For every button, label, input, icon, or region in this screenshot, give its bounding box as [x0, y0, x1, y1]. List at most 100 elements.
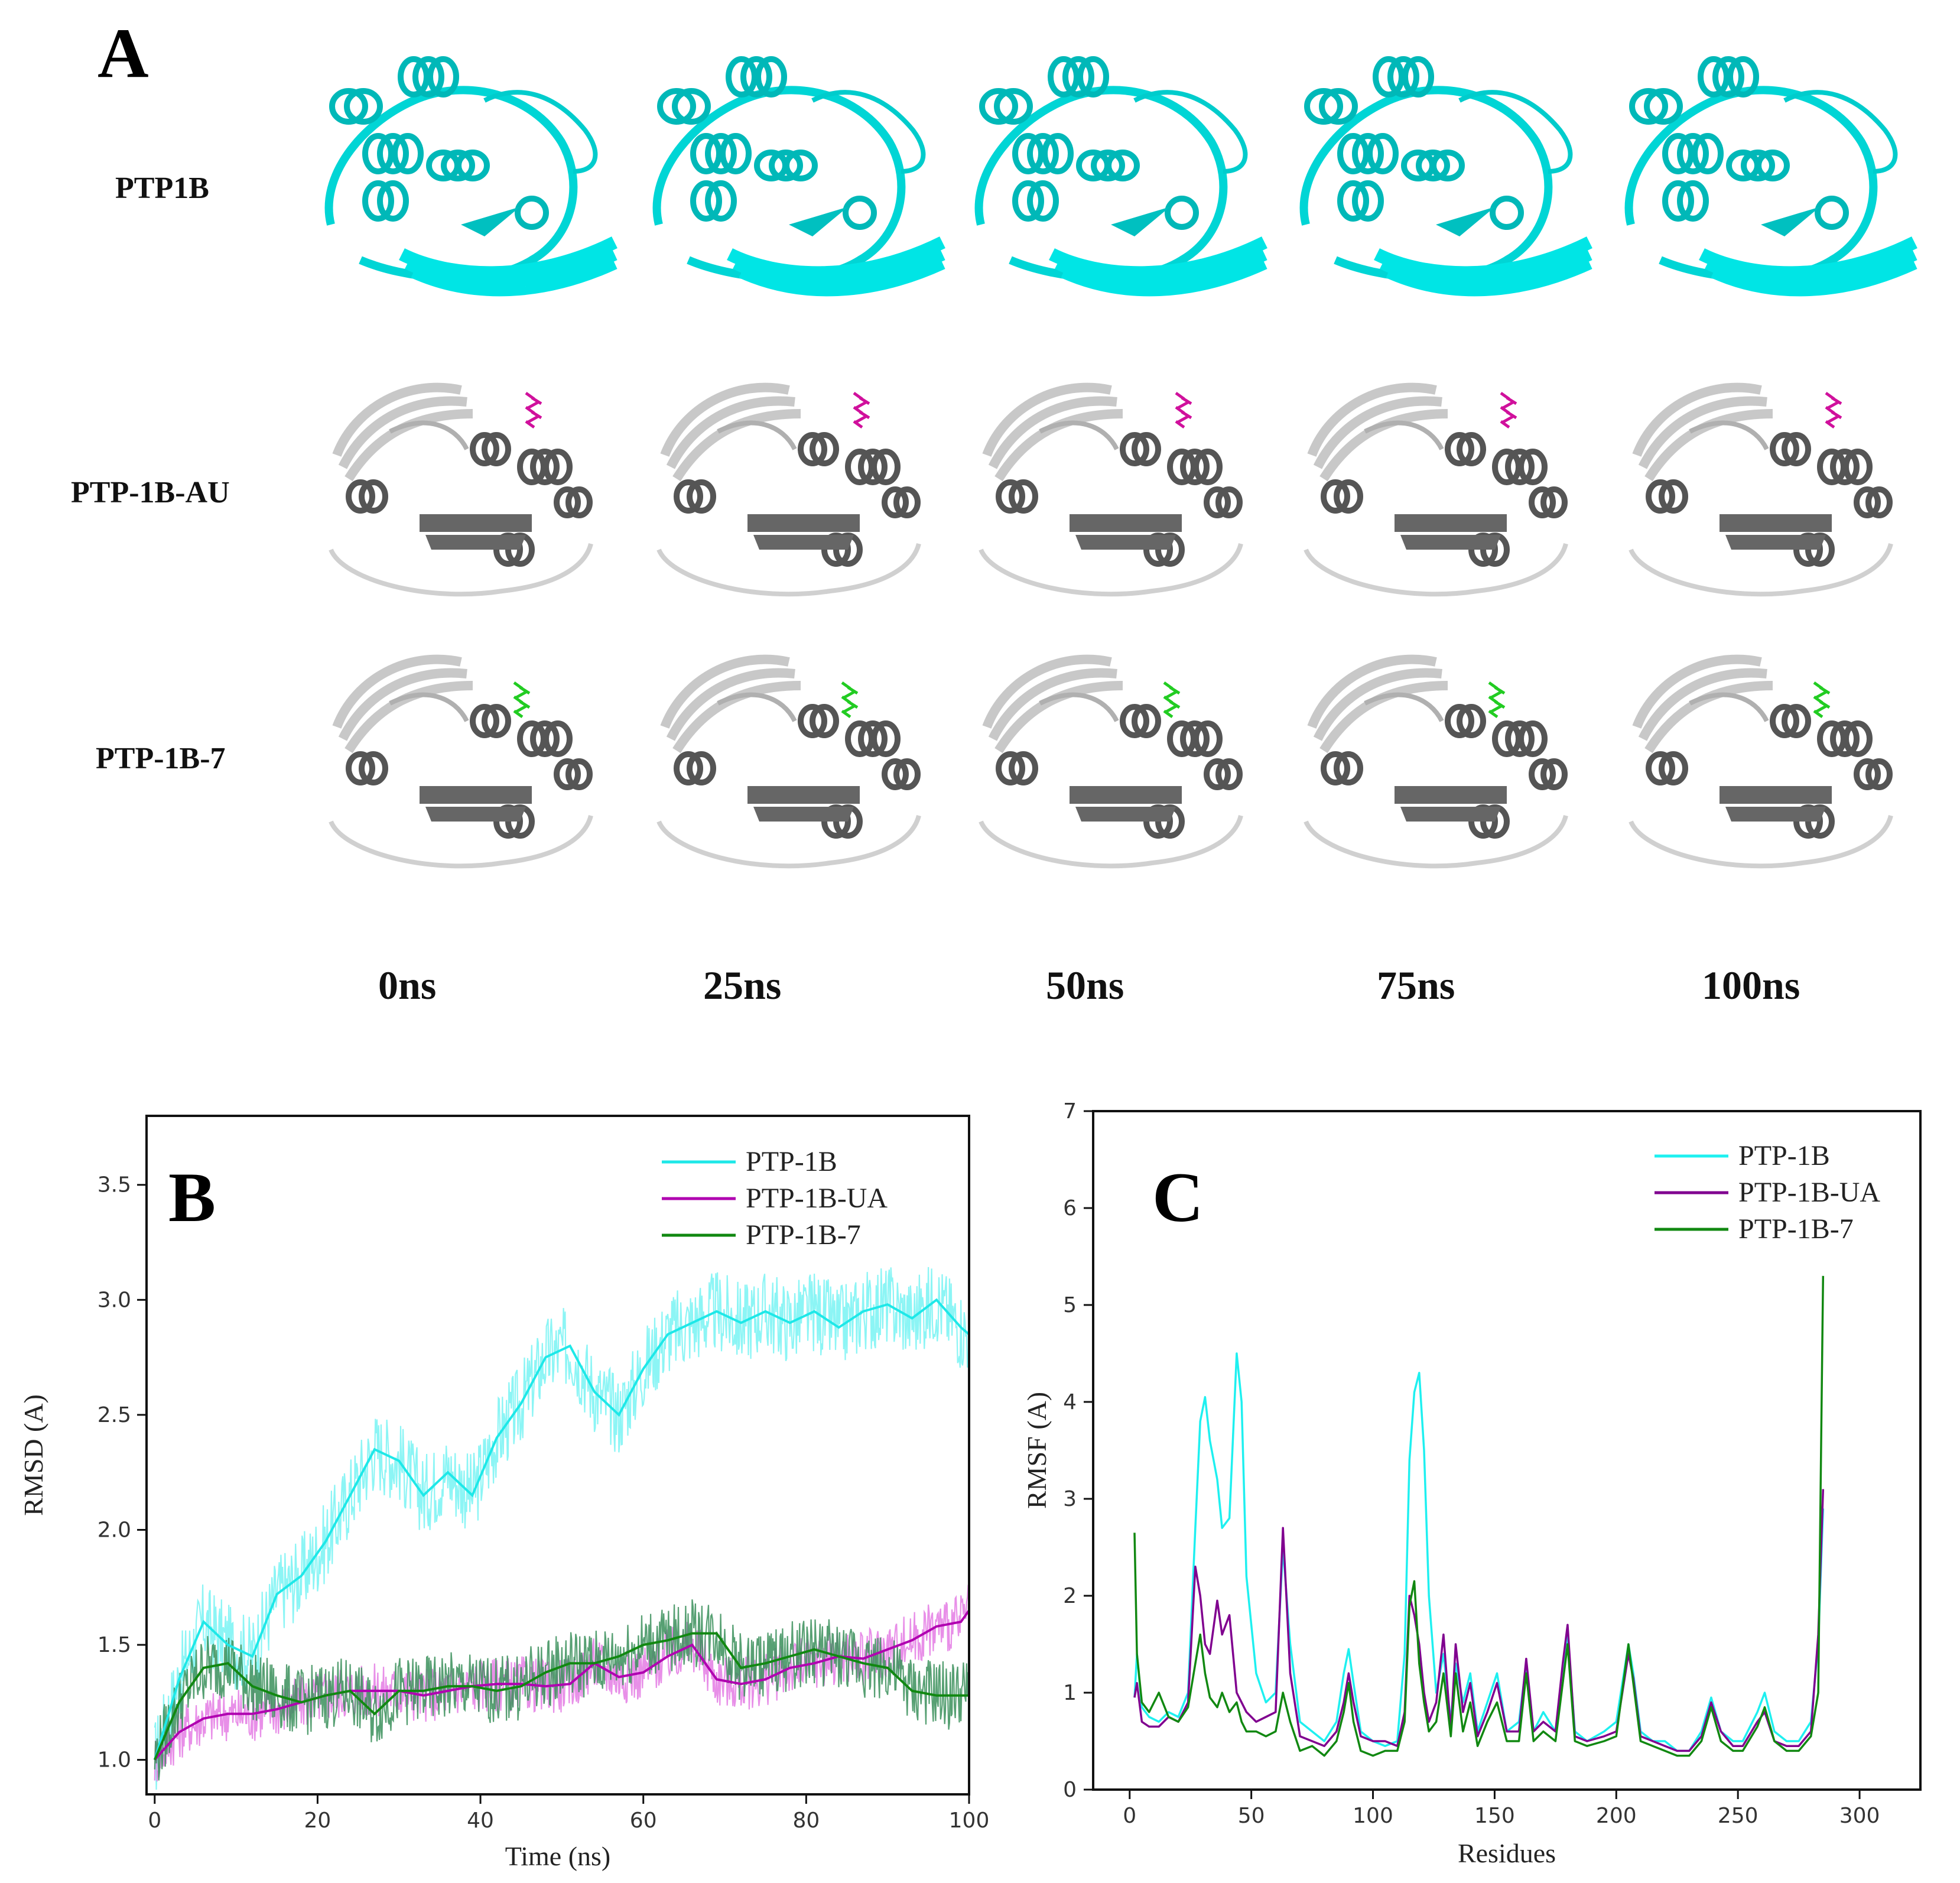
structure-1-2: [981, 388, 1241, 595]
x-tick-label: 100: [949, 1809, 990, 1833]
y-tick-label: 6: [1063, 1196, 1077, 1220]
protein-cartoon: [981, 660, 1241, 866]
ligand-bond: [1814, 690, 1827, 700]
time-label-75ns: 75ns: [1377, 963, 1455, 1008]
ligand-bond: [841, 709, 851, 719]
ligand-bond: [1169, 686, 1181, 695]
structure-0-1: [657, 59, 942, 290]
time-label-25ns: 25ns: [703, 963, 781, 1008]
x-tick-label: 80: [792, 1809, 820, 1833]
y-tick-label: 0: [1063, 1778, 1077, 1802]
ligand-bond: [1500, 420, 1510, 429]
ligand-molecule: [1500, 391, 1517, 429]
ligand-bond: [1826, 401, 1839, 410]
ligand-bond: [1163, 709, 1174, 719]
rmsf-line-0: [1133, 1352, 1825, 1752]
ligand-bond: [842, 690, 855, 700]
ligand-bond: [1164, 690, 1177, 700]
ligand-bond: [1501, 401, 1514, 410]
protein-cartoon: [981, 388, 1241, 595]
y-tick-label: 3.0: [97, 1288, 131, 1312]
ligand-bond: [1169, 700, 1181, 709]
rmsd-line-2: [153, 1632, 969, 1761]
ligand-bond: [1181, 396, 1192, 405]
ligand-bond: [1494, 700, 1506, 709]
rmsd-line-0: [153, 1298, 970, 1761]
row-label-ptp1b-au: PTP-1B-AU: [71, 476, 230, 509]
x-tick-label: 150: [1474, 1804, 1515, 1828]
ligand-molecule: [841, 681, 859, 719]
rmsd-line-1: [154, 1609, 970, 1761]
panel-c-letter: C: [1152, 1158, 1204, 1236]
structure-2-0: [331, 660, 591, 866]
ligand-bond: [1819, 686, 1831, 695]
ligand-bond: [519, 700, 531, 709]
row-label-ptp1b: PTP1B: [115, 171, 209, 205]
structure-2-2: [981, 660, 1241, 866]
rmsd-series-lines: [153, 1298, 970, 1761]
ligand-bond: [1175, 420, 1185, 429]
ligand-bond: [854, 401, 867, 410]
rmsd-noise-2: [154, 1599, 970, 1781]
protein-cartoon: [331, 660, 591, 866]
ligand-molecule: [1813, 681, 1831, 719]
x-tick-label: 100: [1353, 1804, 1393, 1828]
y-tick-label: 7: [1063, 1099, 1077, 1124]
ligand-bond: [526, 415, 539, 424]
structure-0-4: [1629, 59, 1915, 290]
rmsd-legend-label-2: PTP-1B-7: [746, 1219, 861, 1251]
x-tick-label: 0: [148, 1809, 161, 1833]
x-tick-label: 50: [1238, 1804, 1265, 1828]
ligand-bond: [1506, 396, 1517, 405]
protein-cartoon: [659, 388, 919, 595]
ligand-molecule: [853, 391, 870, 429]
structure-1-4: [1631, 388, 1891, 595]
rmsf-plot-frame: [1092, 1110, 1922, 1791]
ligand-bond: [526, 401, 539, 410]
rmsd-noise-0: [154, 1267, 970, 1790]
rmsf-series-lines: [1133, 1275, 1825, 1757]
ligand-bond: [854, 415, 867, 424]
rmsf-legend: PTP-1B PTP-1B-UA PTP-1B-7: [1655, 1140, 1880, 1245]
y-tick-label: 2.0: [97, 1518, 131, 1542]
x-tick-label: 250: [1718, 1804, 1759, 1828]
y-tick-label: 1: [1063, 1681, 1077, 1705]
rmsf-x-axis-label: Residues: [1458, 1838, 1556, 1868]
protein-cartoon: [657, 59, 942, 290]
structure-grid: [329, 59, 1915, 866]
ligand-bond: [859, 410, 870, 420]
ligand-bond: [847, 686, 859, 695]
rmsf-y-axis-label: RMSF (A): [1022, 1392, 1052, 1509]
ligand-bond: [842, 704, 855, 714]
structure-2-1: [659, 660, 919, 866]
ligand-bond: [859, 396, 870, 405]
protein-cartoon: [1306, 388, 1566, 595]
panel-a-structures: A PTP1B PTP-1B-AU PTP-1B-7 0ns 25ns 50ns…: [71, 14, 1960, 1008]
ligand-bond: [1176, 401, 1189, 410]
rmsd-noise-layer: [154, 1267, 970, 1790]
y-tick-label: 4: [1063, 1390, 1077, 1414]
rmsd-ticks: 0 20 40 60 80 100 1.0 1.5 2.0 2.5 3.0 3.5: [97, 1173, 990, 1833]
structure-0-0: [329, 59, 615, 290]
rmsf-line-1: [1133, 1489, 1825, 1752]
rmsd-legend: PTP-1B PTP-1B-UA PTP-1B-7: [662, 1146, 888, 1251]
protein-cartoon: [1629, 59, 1915, 290]
x-tick-label: 200: [1596, 1804, 1637, 1828]
time-label-0ns: 0ns: [378, 963, 436, 1008]
structure-0-3: [1304, 59, 1590, 290]
panel-a-letter: A: [97, 14, 149, 92]
ligand-bond: [531, 396, 542, 405]
ligand-molecule: [1825, 391, 1842, 429]
ligand-bond: [1831, 410, 1842, 420]
y-tick-label: 2.5: [97, 1403, 131, 1427]
time-label-100ns: 100ns: [1702, 963, 1800, 1008]
protein-cartoon: [659, 660, 919, 866]
rmsd-y-axis-label: RMSD (A): [18, 1394, 48, 1516]
protein-cartoon: [1304, 59, 1590, 290]
ligand-bond: [1814, 704, 1827, 714]
y-tick-label: 3.5: [97, 1173, 131, 1197]
y-tick-label: 5: [1063, 1293, 1077, 1317]
structure-1-1: [659, 388, 919, 595]
time-label-50ns: 50ns: [1046, 963, 1124, 1008]
